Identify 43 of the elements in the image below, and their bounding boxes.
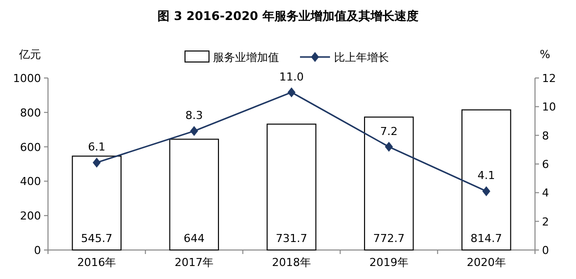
y2-tick-label: 12 xyxy=(542,72,556,85)
y2-axis-title: % xyxy=(540,48,550,61)
bar xyxy=(169,138,219,250)
x-tick-label: 2020年 xyxy=(466,256,506,269)
bar xyxy=(364,116,414,250)
data-label: 814.7 xyxy=(470,232,502,245)
y2-tick-label: 2 xyxy=(542,215,549,228)
y-axis-title: 亿元 xyxy=(18,48,41,61)
data-label: 545.7 xyxy=(80,232,112,245)
bar xyxy=(266,124,316,250)
x-tick-label: 2016年 xyxy=(77,256,116,269)
x-tick-label: 2019年 xyxy=(369,256,408,269)
y-tick-label: 600 xyxy=(20,140,41,154)
data-label: 4.1 xyxy=(478,169,496,182)
point xyxy=(190,126,198,136)
y-tick-label: 400 xyxy=(20,175,41,188)
data-label: 6.1 xyxy=(88,140,106,154)
y2-tick-label: 6 xyxy=(542,158,549,171)
chart-title: 图 3 2016-2020 年服务业增加值及其增长速度 xyxy=(158,9,418,23)
data-label: 772.7 xyxy=(373,232,405,245)
data-label: 7.2 xyxy=(380,124,398,138)
y-tick-label: 800 xyxy=(20,106,41,120)
data-label: 731.7 xyxy=(276,232,308,245)
bar xyxy=(461,109,512,250)
point xyxy=(384,142,393,152)
y2-tick-label: 8 xyxy=(542,129,549,142)
x-tick-label: 2017年 xyxy=(174,256,214,269)
bar xyxy=(72,156,122,250)
data-label: 11.0 xyxy=(279,70,304,84)
data-label: 644 xyxy=(184,232,205,245)
y2-tick-label: 0 xyxy=(542,244,549,257)
point xyxy=(288,87,296,98)
y-tick-label: 200 xyxy=(20,210,41,223)
legend-label: 比上年增长 xyxy=(334,51,389,64)
point xyxy=(92,158,101,168)
y2-tick-label: 10 xyxy=(542,100,556,114)
data-label: 8.3 xyxy=(185,109,203,122)
x-tick-label: 2018年 xyxy=(272,256,311,269)
point xyxy=(482,186,490,196)
y2-tick-label: 4 xyxy=(542,186,549,200)
legend-label: 服务业增加值 xyxy=(213,51,279,64)
y-tick-label: 1000 xyxy=(13,72,41,85)
y-tick-label: 0 xyxy=(34,244,41,257)
